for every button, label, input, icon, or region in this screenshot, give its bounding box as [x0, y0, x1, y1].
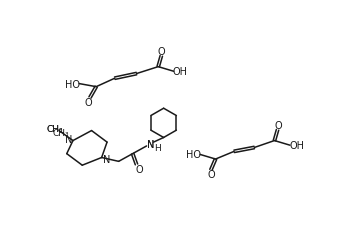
Text: N: N	[147, 140, 154, 150]
Text: O: O	[85, 98, 92, 108]
Text: HO: HO	[185, 149, 200, 159]
Text: CH₃: CH₃	[47, 124, 63, 133]
Text: CH₃: CH₃	[47, 124, 63, 133]
Text: N: N	[65, 134, 73, 144]
Text: O: O	[158, 47, 165, 57]
Text: HO: HO	[65, 79, 80, 89]
Text: OH: OH	[290, 141, 304, 150]
Text: O: O	[135, 164, 143, 174]
Text: O: O	[275, 121, 282, 131]
Text: N: N	[147, 140, 154, 150]
Text: H: H	[154, 143, 161, 152]
Text: CH₃: CH₃	[52, 129, 69, 138]
Text: OH: OH	[172, 67, 188, 77]
Text: O: O	[207, 170, 215, 180]
Text: N: N	[103, 154, 110, 164]
